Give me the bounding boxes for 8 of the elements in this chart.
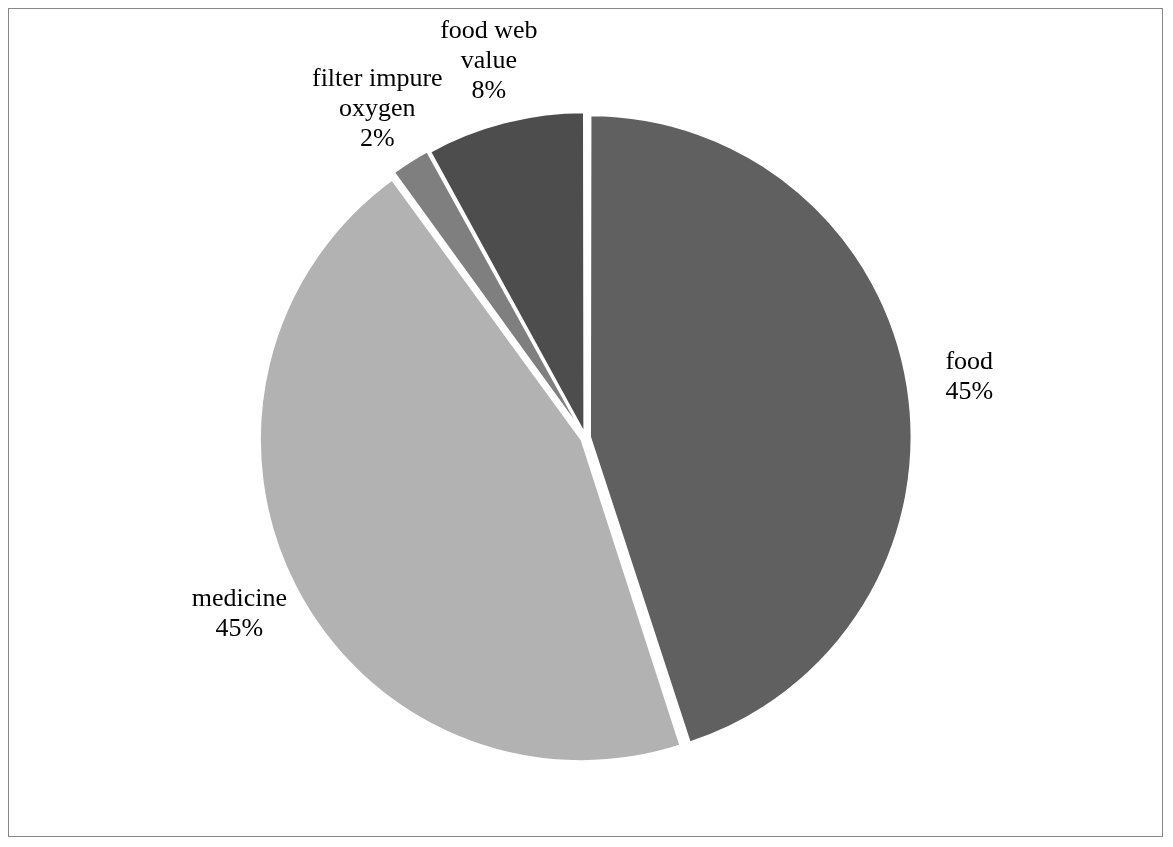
data-label: 2% [360, 123, 395, 153]
slice-label: filter impure oxygen [311, 63, 443, 123]
data-label: 45% [945, 375, 994, 405]
data-label: 8% [471, 75, 507, 105]
slice-label: medicine [191, 582, 287, 612]
slice-label: food [945, 345, 994, 375]
slice-label: food web value [440, 15, 538, 75]
data-label: 45% [215, 612, 264, 642]
